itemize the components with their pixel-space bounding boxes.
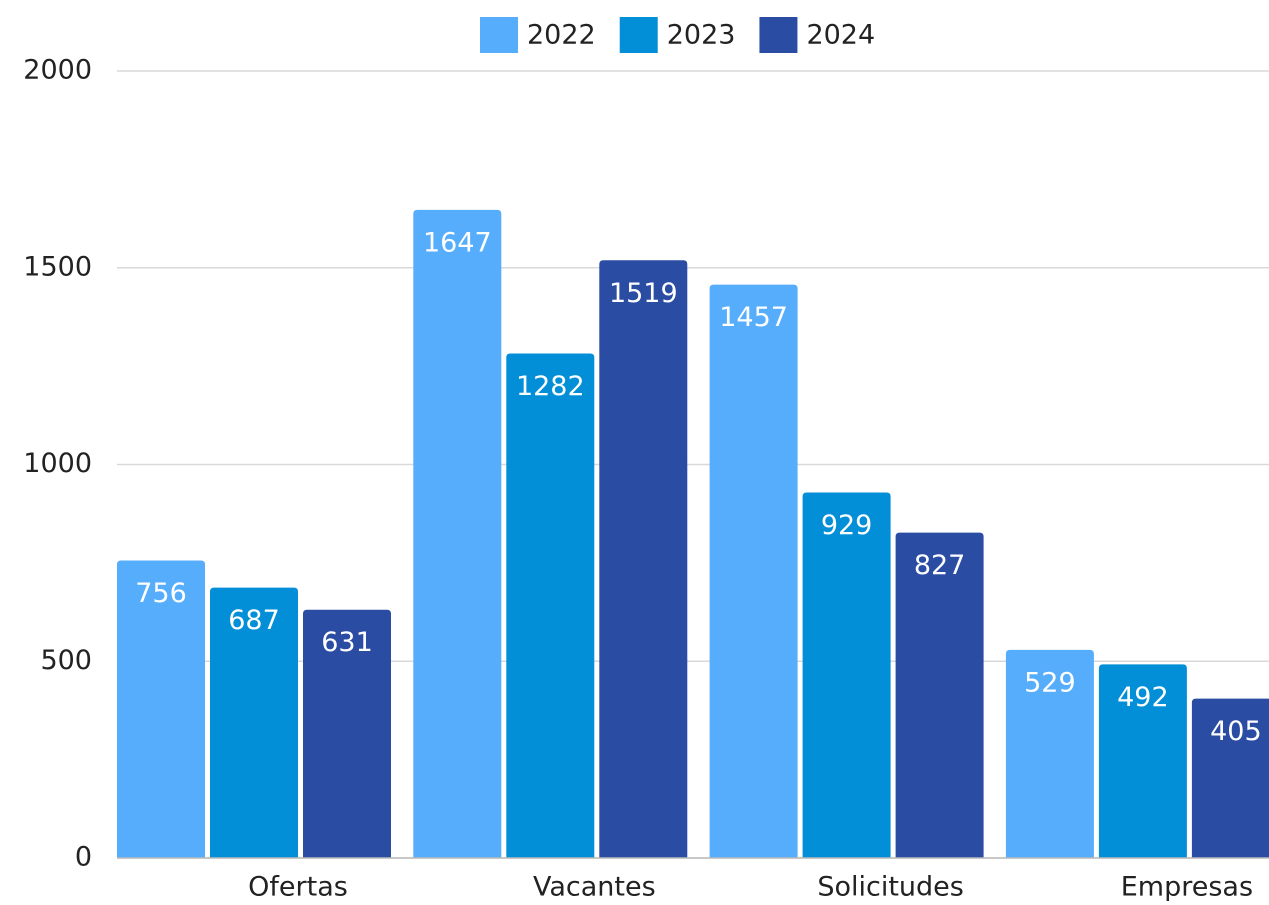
x-tick-label: Vacantes bbox=[533, 872, 656, 903]
bar bbox=[413, 209, 502, 858]
value-label: 529 bbox=[1024, 667, 1076, 698]
bar bbox=[1098, 664, 1187, 858]
legend-label: 2022 bbox=[527, 20, 596, 51]
bar bbox=[303, 609, 391, 858]
bar bbox=[210, 587, 298, 858]
y-tick-label: 1000 bbox=[23, 448, 92, 479]
bar bbox=[1005, 649, 1094, 858]
value-label: 631 bbox=[321, 627, 373, 658]
value-label: 1647 bbox=[423, 227, 492, 258]
value-label: 1282 bbox=[516, 371, 585, 402]
bar bbox=[709, 284, 798, 858]
value-label: 756 bbox=[135, 578, 187, 609]
x-tick-label: Ofertas bbox=[248, 872, 348, 903]
value-label: 827 bbox=[914, 550, 966, 581]
y-tick-label: 0 bbox=[75, 842, 92, 873]
bar bbox=[802, 492, 891, 858]
value-label: 492 bbox=[1117, 682, 1169, 713]
x-tick-label: Empresas bbox=[1121, 872, 1253, 903]
y-tick-label: 500 bbox=[40, 645, 92, 676]
legend-label: 2023 bbox=[667, 20, 736, 51]
value-label: 1519 bbox=[609, 278, 678, 309]
legend-label: 2024 bbox=[806, 20, 875, 51]
bar bbox=[1191, 698, 1269, 858]
value-label: 405 bbox=[1210, 716, 1262, 747]
x-tick-label: Solicitudes bbox=[817, 872, 964, 903]
bar bbox=[117, 560, 205, 858]
bar bbox=[506, 353, 595, 858]
legend-swatch bbox=[759, 17, 798, 53]
value-label: 929 bbox=[821, 510, 873, 541]
value-label: 1457 bbox=[719, 302, 788, 333]
y-tick-label: 2000 bbox=[23, 55, 92, 86]
value-label: 687 bbox=[228, 605, 280, 636]
legend-swatch bbox=[480, 17, 518, 53]
bar bbox=[895, 532, 984, 858]
bar bbox=[599, 260, 688, 858]
y-tick-label: 1500 bbox=[23, 251, 92, 282]
legend-swatch bbox=[619, 17, 658, 53]
